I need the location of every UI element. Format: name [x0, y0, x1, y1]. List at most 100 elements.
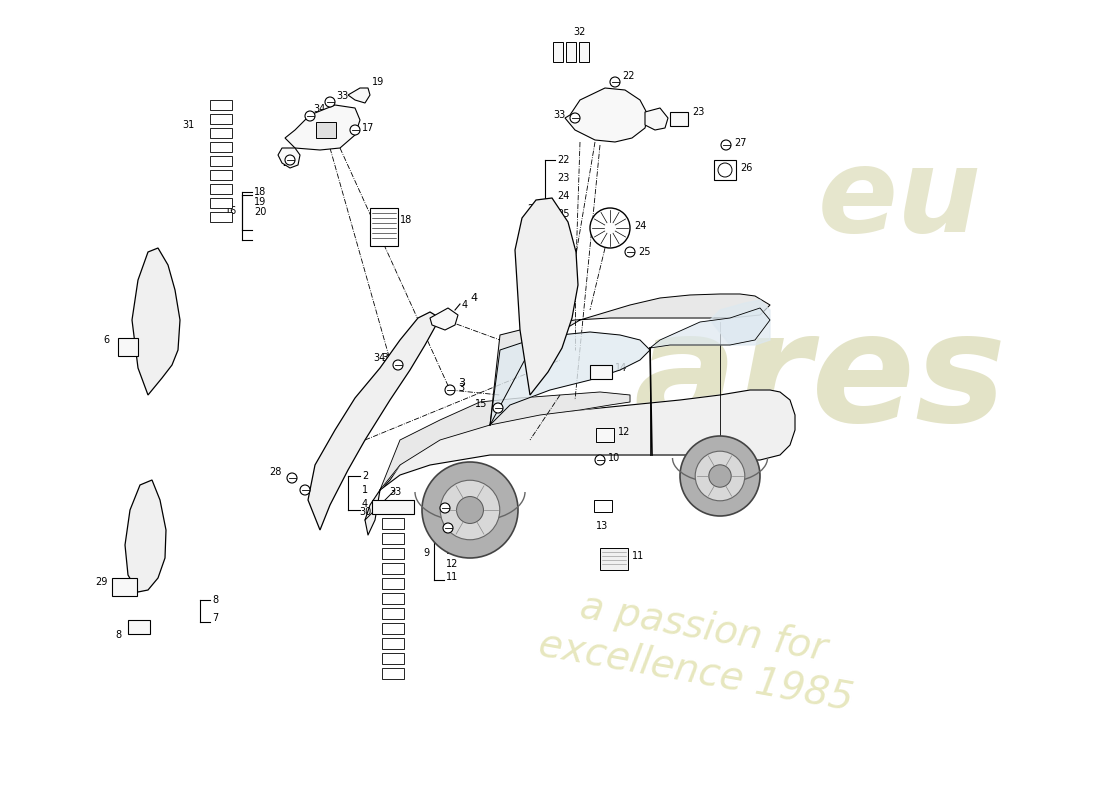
Bar	[210, 156, 232, 166]
Polygon shape	[379, 392, 630, 490]
Text: 15: 15	[454, 523, 466, 533]
Text: 18: 18	[400, 215, 412, 225]
Circle shape	[440, 480, 499, 540]
Circle shape	[446, 385, 455, 395]
Text: 2: 2	[362, 471, 369, 481]
Polygon shape	[430, 308, 458, 330]
Bar	[579, 42, 588, 62]
Text: 11: 11	[632, 551, 645, 561]
Bar	[210, 114, 232, 124]
Circle shape	[440, 503, 450, 513]
Bar	[210, 170, 232, 180]
Text: 15: 15	[446, 520, 459, 530]
Circle shape	[324, 97, 336, 107]
Text: 29: 29	[96, 577, 108, 587]
Text: 34: 34	[452, 499, 464, 509]
Circle shape	[610, 77, 620, 87]
Text: ares: ares	[634, 306, 1006, 454]
Circle shape	[680, 436, 760, 516]
Text: 32: 32	[574, 27, 586, 37]
Circle shape	[456, 497, 483, 523]
Bar	[382, 563, 404, 574]
Text: 3: 3	[458, 383, 464, 393]
Polygon shape	[125, 480, 166, 592]
Bar	[210, 100, 232, 110]
Circle shape	[305, 111, 315, 121]
Text: 14: 14	[615, 363, 627, 373]
Bar	[372, 500, 414, 514]
Polygon shape	[278, 148, 300, 168]
Text: a passion for
excellence 1985: a passion for excellence 1985	[536, 582, 865, 718]
Circle shape	[393, 360, 403, 370]
Circle shape	[443, 523, 453, 533]
Text: 6: 6	[103, 335, 110, 345]
Bar	[210, 128, 232, 138]
Text: 26: 26	[740, 163, 752, 173]
Text: 17: 17	[362, 123, 374, 133]
Bar	[382, 593, 404, 604]
Text: 13: 13	[446, 546, 459, 556]
Text: 10: 10	[608, 453, 620, 463]
Text: 27: 27	[734, 138, 747, 148]
Text: 24: 24	[557, 191, 570, 201]
Circle shape	[720, 140, 732, 150]
Bar	[382, 608, 404, 619]
Text: 20: 20	[254, 207, 266, 217]
Text: 25: 25	[638, 247, 650, 257]
Polygon shape	[308, 312, 440, 530]
Text: 4: 4	[462, 300, 469, 310]
Text: 34: 34	[381, 353, 395, 363]
Bar	[553, 42, 563, 62]
Polygon shape	[490, 294, 770, 425]
Text: 4: 4	[470, 293, 477, 303]
Circle shape	[300, 485, 310, 495]
Bar	[670, 112, 688, 126]
Bar	[594, 500, 612, 512]
Text: 8: 8	[212, 595, 218, 605]
Text: 15: 15	[474, 399, 487, 409]
Polygon shape	[490, 332, 650, 425]
Circle shape	[422, 462, 518, 558]
Polygon shape	[650, 308, 770, 348]
Circle shape	[285, 155, 295, 165]
Text: 20: 20	[282, 158, 295, 168]
Text: 8: 8	[116, 630, 122, 640]
Bar	[210, 212, 232, 222]
Bar	[382, 518, 404, 529]
Text: 23: 23	[557, 173, 570, 183]
Polygon shape	[645, 108, 668, 130]
Polygon shape	[565, 88, 648, 142]
Bar	[210, 198, 232, 208]
Text: 33: 33	[389, 487, 402, 497]
Text: 30: 30	[360, 507, 372, 517]
Text: 33: 33	[336, 91, 349, 101]
Text: 19: 19	[254, 197, 266, 207]
Bar	[590, 365, 612, 379]
Bar	[600, 548, 628, 570]
Text: 22: 22	[621, 71, 635, 81]
Text: 9: 9	[422, 548, 429, 558]
Bar	[128, 620, 150, 634]
Polygon shape	[132, 248, 180, 395]
Text: 11: 11	[446, 572, 459, 582]
Bar	[566, 42, 576, 62]
Text: 31: 31	[183, 120, 195, 130]
Circle shape	[718, 163, 732, 177]
Text: 4: 4	[362, 499, 369, 509]
Text: 25: 25	[557, 209, 570, 219]
Bar	[382, 578, 404, 589]
Bar	[382, 548, 404, 559]
Polygon shape	[348, 88, 370, 103]
Text: 21: 21	[528, 204, 540, 214]
Text: 3: 3	[458, 378, 465, 388]
Polygon shape	[710, 300, 770, 345]
Text: 12: 12	[446, 559, 459, 569]
Polygon shape	[515, 198, 578, 395]
Bar	[382, 533, 404, 544]
Text: 14: 14	[446, 533, 459, 543]
Text: 23: 23	[692, 107, 704, 117]
Text: 7: 7	[212, 613, 218, 623]
Bar	[370, 208, 398, 246]
Bar	[382, 653, 404, 664]
Text: 12: 12	[618, 427, 630, 437]
